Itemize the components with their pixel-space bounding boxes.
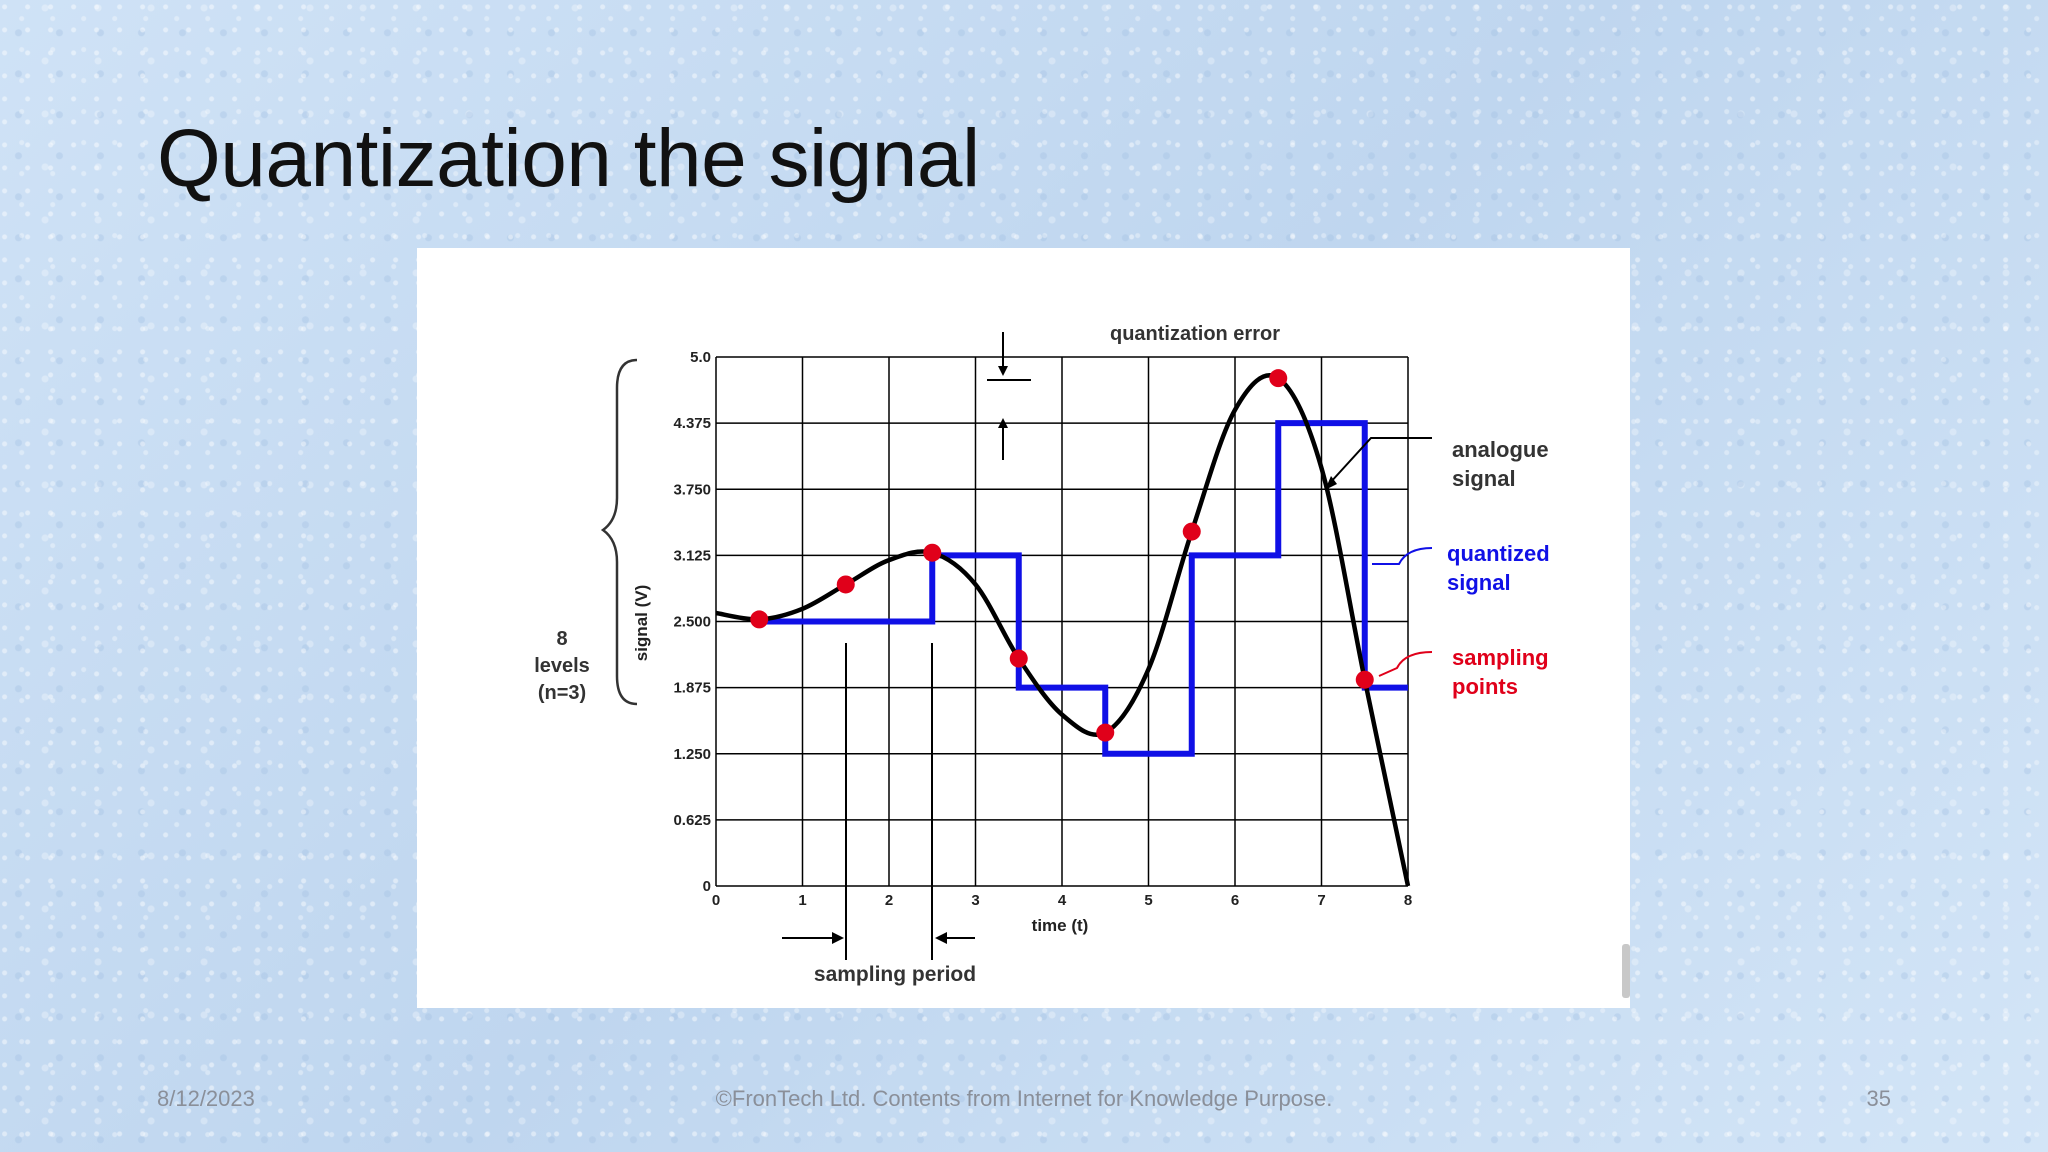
quantization-chart: 0 1 2 3 4 5 6 7 8 0 0.625 1.250 1.875 2.500 3.125 3.750… — [534, 323, 1550, 986]
analogue-leader — [1328, 437, 1432, 485]
analogue-label-line1: analogue — [1452, 437, 1549, 462]
quantized-leader — [1372, 547, 1433, 565]
levels-label-word: levels — [534, 655, 590, 677]
sampling-label-line2: points — [1452, 674, 1518, 699]
levels-brace — [600, 358, 638, 706]
x-tick-label: 4 — [1058, 892, 1067, 909]
levels-label-count: 8 — [556, 628, 567, 650]
quantized-label-line1: quantized — [1447, 541, 1550, 566]
x-tick-label: 2 — [885, 892, 893, 909]
quantized-label-line2: signal — [1447, 570, 1511, 595]
sampling-point — [1096, 723, 1115, 742]
x-tick-label: 5 — [1144, 892, 1152, 909]
slide-number: 35 — [1866, 1086, 1891, 1111]
y-tick-label: 4.375 — [673, 415, 711, 432]
y-tick-label: 3.750 — [673, 481, 711, 498]
y-tick-label: 2.500 — [673, 614, 711, 631]
x-tick-label: 7 — [1317, 892, 1325, 909]
sampling-point — [1355, 670, 1374, 689]
scrollbar-thumb[interactable] — [1622, 944, 1630, 998]
analogue-label-line2: signal — [1452, 466, 1516, 491]
sampling-period-label: sampling period — [814, 963, 976, 986]
sampling-point — [750, 610, 769, 629]
sampling-point — [1009, 649, 1028, 668]
quantization-error-marker — [987, 332, 1031, 460]
tick-labels: 0 1 2 3 4 5 6 7 8 0 0.625 1.250 1.875 2.500 3.125 3.750… — [673, 349, 1412, 909]
x-axis-label: time (t) — [1032, 916, 1089, 935]
y-tick-label: 5.0 — [690, 349, 711, 366]
footer-copyright: ©FronTech Ltd. Contents from Internet fo… — [715, 1086, 1333, 1111]
x-tick-label: 0 — [712, 892, 720, 909]
sampling-period-marker — [782, 643, 975, 960]
slide-title: Quantization the signal — [157, 113, 980, 204]
y-tick-label: 1.875 — [673, 680, 711, 697]
footer-date: 8/12/2023 — [157, 1086, 255, 1111]
sampling-leader — [1378, 651, 1433, 677]
sampling-point — [1182, 522, 1201, 541]
y-tick-label: 1.250 — [673, 746, 711, 763]
y-axis-label: signal (V) — [632, 585, 651, 662]
sampling-point — [1269, 369, 1288, 388]
levels-label-bits: (n=3) — [538, 682, 586, 704]
x-tick-label: 8 — [1404, 892, 1412, 909]
analogue-leader-arrow — [1325, 476, 1337, 490]
y-tick-label: 0.625 — [673, 812, 711, 829]
sampling-point — [836, 575, 855, 594]
sampling-point — [923, 543, 942, 562]
x-tick-label: 3 — [971, 892, 979, 909]
y-tick-label: 3.125 — [673, 547, 711, 564]
sampling-points — [750, 369, 1374, 742]
quantized-signal-line — [759, 420, 1408, 757]
x-tick-label: 6 — [1231, 892, 1239, 909]
x-tick-label: 1 — [798, 892, 806, 909]
sampling-label-line1: sampling — [1452, 645, 1549, 670]
figure-panel: 0 1 2 3 4 5 6 7 8 0 0.625 1.250 1.875 2.500 3.125 3.750… — [417, 248, 1630, 1008]
quantization-error-label: quantization error — [1110, 323, 1280, 345]
y-tick-label: 0 — [703, 878, 711, 895]
